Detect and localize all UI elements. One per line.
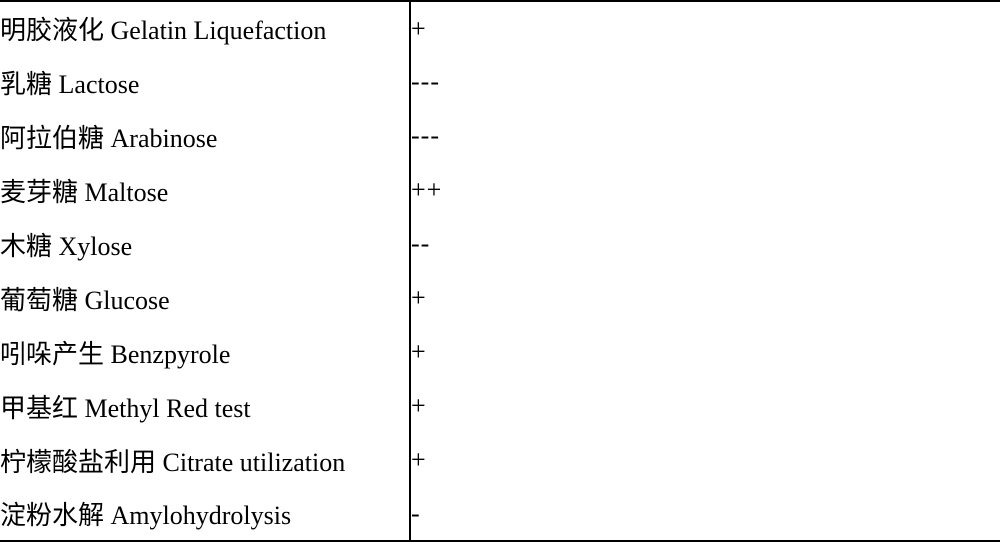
test-name-cn: 吲哚产生	[0, 340, 104, 369]
test-result-cell: +	[410, 1, 1000, 55]
test-name-en: Glucose	[85, 286, 170, 315]
test-result-cell: +	[410, 271, 1000, 325]
test-result: ++	[411, 175, 442, 204]
test-name-cell: 明胶液化 Gelatin Liquefaction	[0, 1, 410, 55]
test-result-cell: +	[410, 325, 1000, 379]
table-row: 淀粉水解 Amylohydrolysis -	[0, 487, 1000, 541]
test-result-cell: ---	[410, 109, 1000, 163]
test-name-cn: 木糖	[0, 232, 52, 261]
test-name-en: Arabinose	[111, 124, 218, 153]
table-row: 木糖 Xylose --	[0, 217, 1000, 271]
test-name-cell: 木糖 Xylose	[0, 217, 410, 271]
test-result: ---	[411, 67, 440, 96]
test-name-cell: 葡萄糖 Glucose	[0, 271, 410, 325]
table-row: 葡萄糖 Glucose +	[0, 271, 1000, 325]
test-name-cell: 吲哚产生 Benzpyrole	[0, 325, 410, 379]
test-result: ---	[411, 121, 440, 150]
test-name-cn: 淀粉水解	[0, 501, 104, 530]
table-row: 甲基红 Methyl Red test +	[0, 379, 1000, 433]
test-result-cell: +	[410, 433, 1000, 487]
test-name-en: Xylose	[59, 232, 133, 261]
test-name-en: Lactose	[59, 70, 140, 99]
results-table: 明胶液化 Gelatin Liquefaction + 乳糖 Lactose -…	[0, 0, 1000, 542]
test-result-cell: ---	[410, 55, 1000, 109]
test-name-cell: 淀粉水解 Amylohydrolysis	[0, 487, 410, 541]
test-name-cn: 甲基红	[0, 394, 78, 423]
table-row: 明胶液化 Gelatin Liquefaction +	[0, 1, 1000, 55]
test-name-cell: 阿拉伯糖 Arabinose	[0, 109, 410, 163]
test-result: +	[411, 337, 427, 366]
test-result: +	[411, 14, 427, 43]
test-name-en: Citrate utilization	[163, 448, 346, 477]
test-name-cell: 麦芽糖 Maltose	[0, 163, 410, 217]
test-name-cn: 麦芽糖	[0, 178, 78, 207]
table-row: 柠檬酸盐利用 Citrate utilization +	[0, 433, 1000, 487]
test-name-en: Maltose	[85, 178, 169, 207]
test-name-cell: 甲基红 Methyl Red test	[0, 379, 410, 433]
test-name-en: Gelatin Liquefaction	[111, 16, 327, 45]
table-row: 阿拉伯糖 Arabinose ---	[0, 109, 1000, 163]
test-name-en: Amylohydrolysis	[111, 501, 292, 530]
test-name-cell: 柠檬酸盐利用 Citrate utilization	[0, 433, 410, 487]
test-result-cell: -	[410, 487, 1000, 541]
test-result-cell: --	[410, 217, 1000, 271]
test-result: --	[411, 229, 430, 258]
test-name-cn: 乳糖	[0, 70, 52, 99]
table-row: 麦芽糖 Maltose ++	[0, 163, 1000, 217]
test-name-cn: 葡萄糖	[0, 286, 78, 315]
test-name-cell: 乳糖 Lactose	[0, 55, 410, 109]
test-name-cn: 柠檬酸盐利用	[0, 448, 156, 477]
test-name-cn: 明胶液化	[0, 16, 104, 45]
test-name-cn: 阿拉伯糖	[0, 124, 104, 153]
results-tbody: 明胶液化 Gelatin Liquefaction + 乳糖 Lactose -…	[0, 1, 1000, 541]
test-name-en: Methyl Red test	[85, 394, 251, 423]
table-row: 吲哚产生 Benzpyrole +	[0, 325, 1000, 379]
test-result: -	[411, 499, 421, 528]
test-result-cell: ++	[410, 163, 1000, 217]
test-result: +	[411, 283, 427, 312]
test-result-cell: +	[410, 379, 1000, 433]
test-name-en: Benzpyrole	[111, 340, 231, 369]
biochemical-test-table: 明胶液化 Gelatin Liquefaction + 乳糖 Lactose -…	[0, 0, 1000, 550]
test-result: +	[411, 445, 427, 474]
test-result: +	[411, 391, 427, 420]
table-row: 乳糖 Lactose ---	[0, 55, 1000, 109]
